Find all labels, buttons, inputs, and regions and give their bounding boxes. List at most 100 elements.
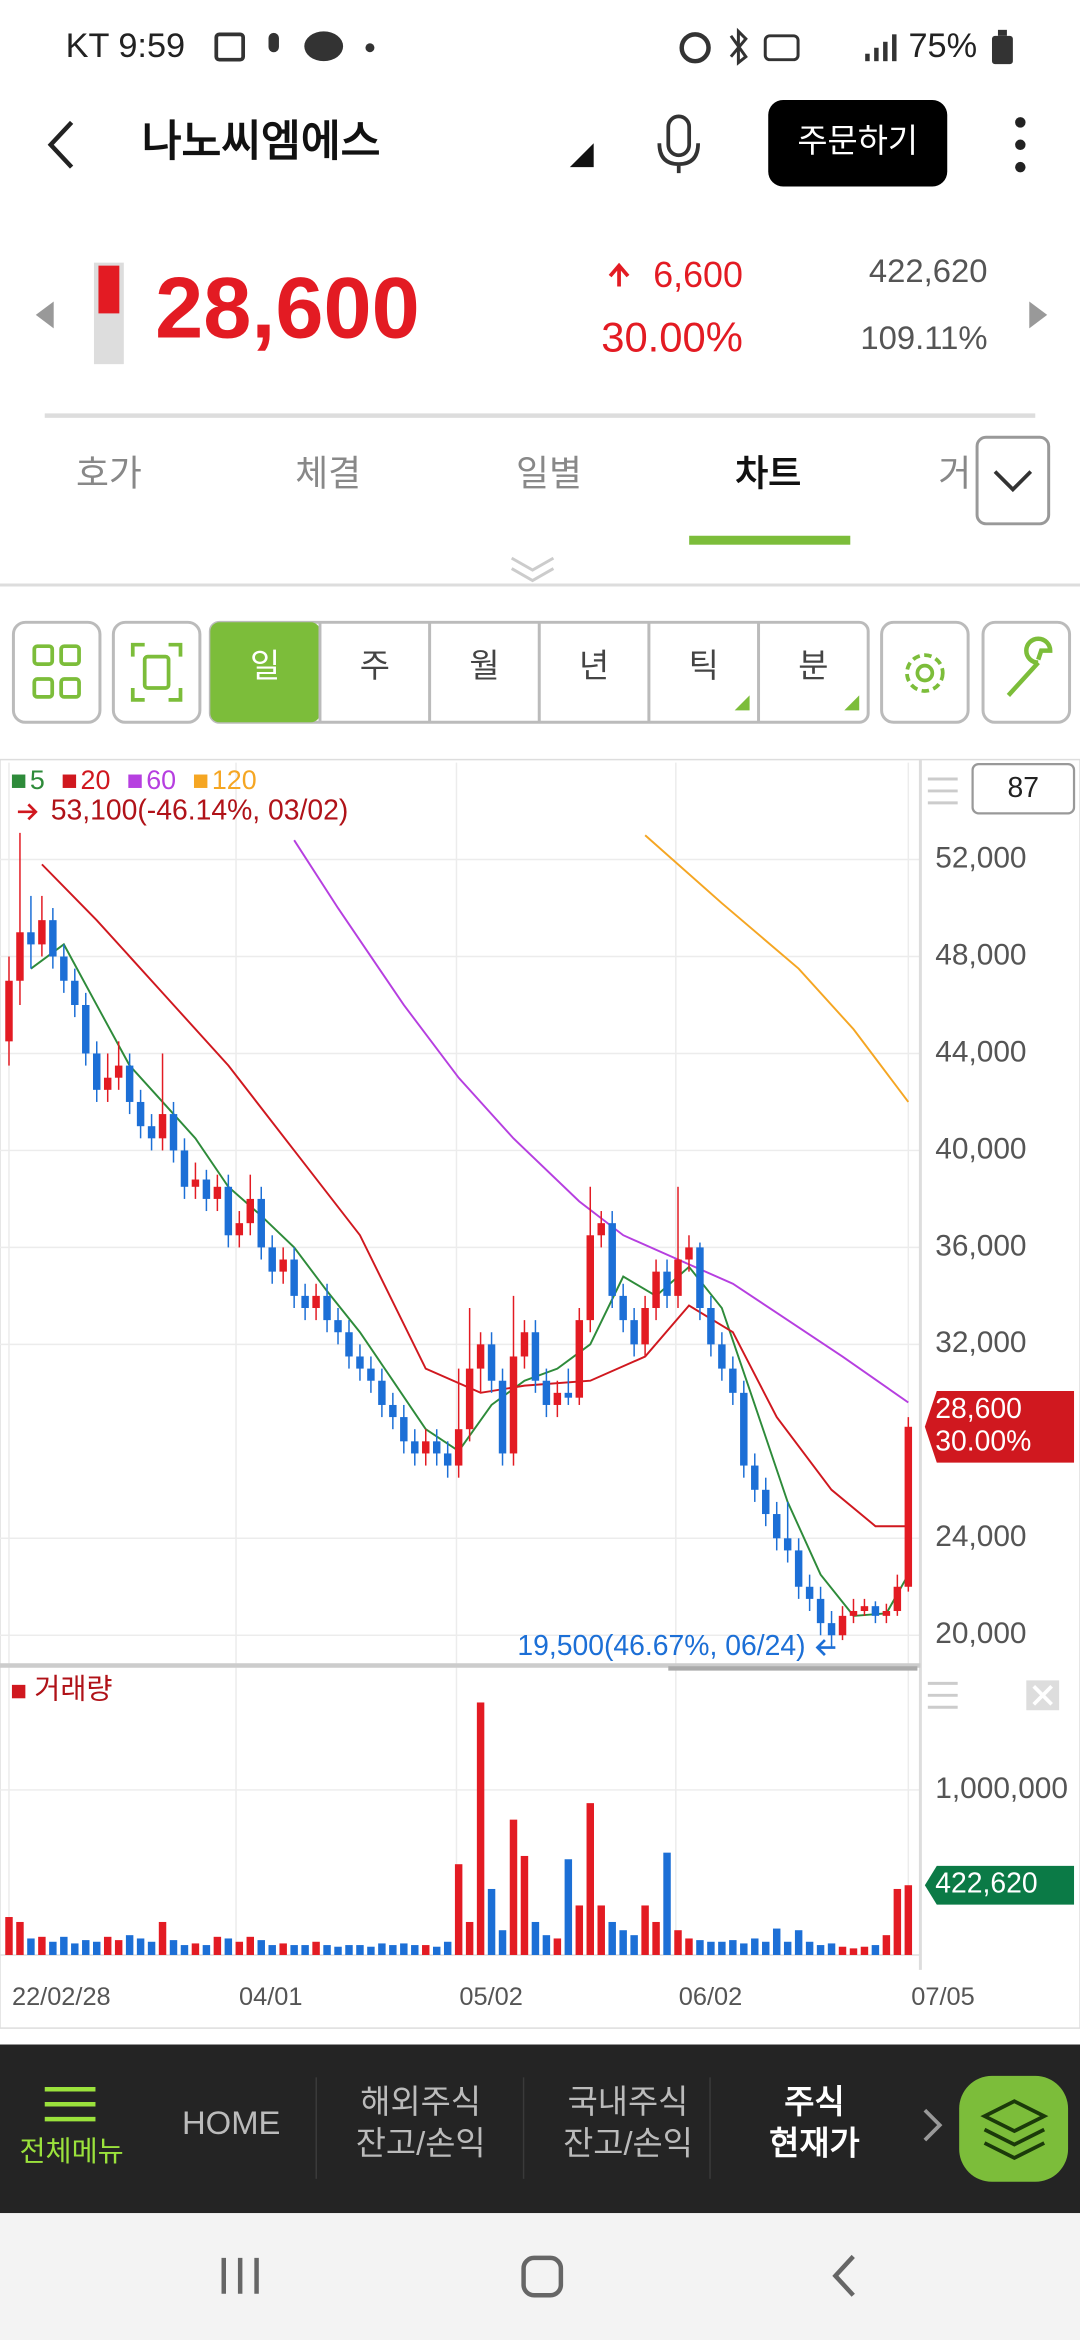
- tab[interactable]: 거: [938, 454, 971, 494]
- tab-indicator: [689, 535, 851, 545]
- volume-bar: [564, 1859, 573, 1955]
- menu-label[interactable]: 전체메뉴: [19, 2136, 123, 2168]
- trade-volume: 422,620: [869, 252, 988, 289]
- candle-body: [663, 1271, 671, 1296]
- nav-item[interactable]: HOME: [182, 2104, 280, 2141]
- candle-body: [27, 932, 35, 945]
- tab-dropdown[interactable]: [975, 435, 1051, 526]
- volume-bar: [422, 1945, 430, 1955]
- volume-bar: [608, 1921, 616, 1955]
- stock-name[interactable]: 나노씨엠에스: [142, 118, 381, 166]
- nav-item[interactable]: 해외주식: [360, 2083, 481, 2120]
- fullscreen-button[interactable]: [111, 620, 202, 724]
- candle-body: [619, 1295, 627, 1321]
- period-button[interactable]: 주: [360, 647, 390, 684]
- candle-body: [312, 1295, 320, 1309]
- nav-item[interactable]: 잔고/손익: [356, 2125, 486, 2162]
- moving-average-line: [30, 942, 910, 1617]
- tab[interactable]: 일별: [516, 454, 582, 494]
- volume-bar: [630, 1935, 638, 1955]
- volume-bar: [389, 1945, 397, 1955]
- candle-body: [367, 1368, 375, 1381]
- candle-body: [246, 1198, 255, 1224]
- tab[interactable]: 체결: [295, 454, 361, 494]
- candle-body: [378, 1380, 386, 1405]
- back-button[interactable]: [47, 120, 74, 169]
- candle-body: [597, 1223, 605, 1236]
- candle-body: [345, 1332, 353, 1357]
- period-active[interactable]: [210, 622, 320, 723]
- candle-body: [180, 1150, 189, 1187]
- volume-bar: [158, 1921, 167, 1955]
- candle-body: [718, 1344, 726, 1369]
- nav-item[interactable]: 주식: [784, 2083, 844, 2120]
- volume-bar: [751, 1938, 759, 1955]
- candle-body: [114, 1065, 123, 1078]
- more-menu[interactable]: [1015, 117, 1026, 173]
- next-stock[interactable]: [1029, 301, 1048, 329]
- layout-button[interactable]: [11, 620, 102, 724]
- candle-body: [564, 1392, 573, 1398]
- volume-bar: [707, 1941, 715, 1955]
- x-tick-label: 04/01: [239, 1983, 302, 2011]
- tools-button[interactable]: [981, 620, 1072, 724]
- volume-bar: [904, 1885, 913, 1955]
- tab[interactable]: 차트: [735, 454, 801, 494]
- candle-body: [290, 1259, 298, 1296]
- divider: [44, 413, 1036, 418]
- volume-bar: [783, 1941, 792, 1955]
- mic-button[interactable]: [657, 114, 700, 174]
- price-gauge-fill: [98, 265, 120, 314]
- candle-body: [301, 1295, 309, 1309]
- nav-item[interactable]: 국내주식: [568, 2083, 689, 2120]
- y-tick-label: 24,000: [935, 1520, 1026, 1553]
- count-box[interactable]: [971, 762, 1076, 815]
- tab[interactable]: 호가: [76, 454, 142, 494]
- nav-scroll[interactable]: [923, 2108, 943, 2142]
- candle-body: [411, 1441, 419, 1454]
- nav-item[interactable]: 잔고/손익: [563, 2125, 693, 2162]
- volume-bar: [849, 1948, 858, 1955]
- period-button[interactable]: 년: [579, 647, 609, 684]
- candle-body: [432, 1441, 441, 1454]
- settings-button[interactable]: [880, 620, 970, 724]
- candle-body: [213, 1186, 222, 1199]
- y-tick-label: 44,000: [935, 1035, 1026, 1068]
- period-button[interactable]: 월: [469, 647, 499, 684]
- order-button-label[interactable]: 주문하기: [797, 122, 918, 159]
- legend-swatch: [11, 774, 26, 788]
- candle-body: [849, 1611, 858, 1616]
- expand-handle[interactable]: [510, 556, 555, 583]
- candle-body: [586, 1235, 594, 1321]
- candle-body: [794, 1550, 803, 1587]
- system-buttons[interactable]: [221, 2254, 855, 2298]
- nav-item[interactable]: 현재가: [769, 2125, 860, 2162]
- period-button[interactable]: 분: [798, 647, 828, 684]
- status-icons: [214, 27, 1013, 66]
- menu-icon[interactable]: [44, 2087, 96, 2122]
- volume-bar: [827, 1943, 836, 1955]
- volume-bar: [696, 1940, 704, 1955]
- panel-handle: [927, 777, 958, 805]
- period-button[interactable]: 틱: [689, 647, 719, 684]
- period-button[interactable]: 일: [250, 647, 280, 684]
- candle-body: [125, 1065, 134, 1102]
- order-button[interactable]: [768, 99, 948, 187]
- count-value[interactable]: 87: [1008, 772, 1040, 804]
- candle-body: [751, 1465, 759, 1490]
- volume-bar: [235, 1941, 244, 1955]
- stock-dropdown[interactable]: [569, 143, 594, 168]
- volume-bar: [367, 1946, 375, 1955]
- legend-label: 120: [212, 765, 257, 795]
- volume-bar: [356, 1945, 364, 1955]
- candle-body: [224, 1186, 233, 1236]
- candle-body: [5, 980, 13, 1042]
- status-battery: 75%: [908, 27, 977, 65]
- prev-stock[interactable]: [35, 301, 54, 329]
- volume-bar: [674, 1930, 682, 1955]
- volume-bar: [71, 1943, 79, 1955]
- volume-ratio: 109.11%: [860, 319, 987, 356]
- volume-bar: [663, 1852, 671, 1955]
- volume-bar: [114, 1940, 123, 1955]
